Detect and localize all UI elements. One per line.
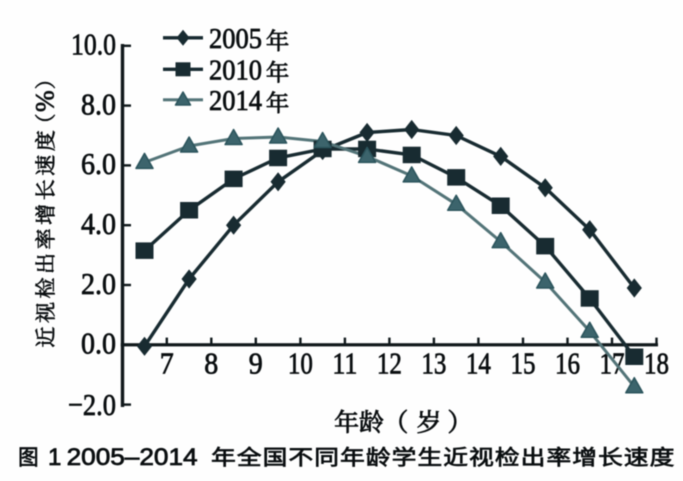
svg-text:8.0: 8.0 (81, 86, 116, 121)
svg-text:8: 8 (204, 346, 218, 381)
svg-text:10.0: 10.0 (71, 27, 116, 62)
svg-text:7: 7 (160, 346, 174, 381)
svg-text:14: 14 (466, 346, 491, 381)
svg-text:2010: 2010 (209, 54, 262, 86)
svg-text:15: 15 (511, 346, 536, 381)
svg-text:9: 9 (249, 346, 263, 381)
svg-text:18: 18 (644, 346, 669, 381)
svg-text:2005: 2005 (209, 23, 262, 55)
svg-text:13: 13 (421, 346, 446, 381)
svg-text:2.0: 2.0 (81, 266, 116, 301)
svg-text:11: 11 (332, 346, 357, 381)
svg-text:4.0: 4.0 (81, 206, 116, 241)
svg-text:6.0: 6.0 (81, 146, 116, 181)
svg-text:0.0: 0.0 (81, 326, 116, 361)
svg-text:16: 16 (555, 346, 580, 381)
svg-text:1: 1 (48, 444, 61, 471)
svg-text:2014: 2014 (209, 85, 262, 117)
svg-text:%: % (31, 90, 60, 112)
svg-text:−2.0: −2.0 (68, 387, 116, 422)
svg-text:12: 12 (377, 346, 402, 381)
svg-text:17: 17 (600, 346, 625, 381)
svg-text:10: 10 (288, 346, 313, 381)
svg-text:2005–2014: 2005–2014 (67, 444, 198, 471)
